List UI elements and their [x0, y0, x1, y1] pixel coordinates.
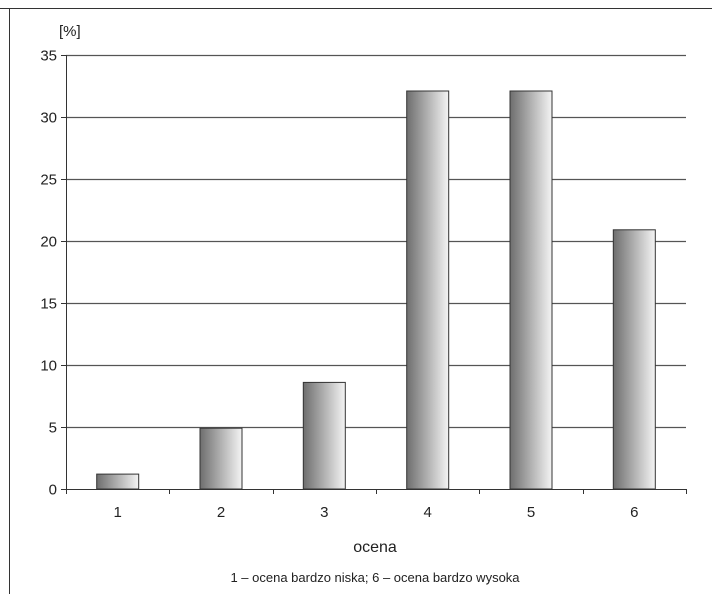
x-tick-label: 2 [217, 504, 225, 521]
scale-footnote: 1 – ocena bardzo niska; 6 – ocena bardzo… [230, 570, 520, 585]
bar-5 [509, 90, 553, 490]
x-tick-label: 1 [114, 504, 122, 521]
x-tick-label: 3 [320, 504, 328, 521]
bars [96, 90, 656, 490]
axes [61, 55, 687, 494]
y-tick-label: 10 [40, 358, 57, 375]
bar-2 [199, 427, 243, 490]
x-tick-label: 6 [630, 504, 638, 521]
y-tick-label: 20 [40, 234, 57, 251]
gridlines [66, 54, 686, 429]
y-tick-label: 15 [40, 296, 57, 313]
bar-3 [302, 381, 346, 490]
bar-6 [612, 229, 656, 490]
y-tick-label: 5 [49, 420, 57, 437]
y-tick-label: 35 [40, 48, 57, 65]
y-tick-label: 25 [40, 172, 57, 189]
y-tick-label: 0 [49, 482, 57, 499]
bar-4 [406, 90, 450, 490]
x-tick-label: 5 [527, 504, 535, 521]
x-axis-title: ocena [353, 539, 397, 556]
y-axis-unit-label: [%] [59, 23, 81, 40]
y-tick-label: 30 [40, 110, 57, 127]
x-tick-label: 4 [424, 504, 432, 521]
tick-labels: 0 5 10 15 20 25 30 35 1 2 3 4 5 6 [40, 48, 638, 522]
bar-1 [96, 473, 140, 490]
